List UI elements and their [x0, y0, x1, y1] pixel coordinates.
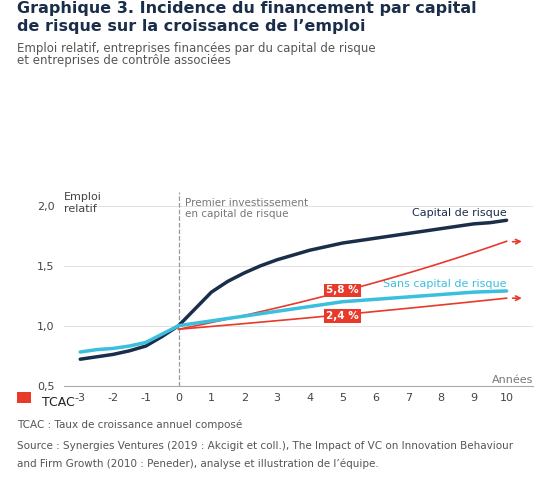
Text: TCAC : Taux de croissance annuel composé: TCAC : Taux de croissance annuel composé	[17, 419, 242, 430]
Text: 2,4 %: 2,4 %	[326, 311, 359, 321]
Text: Graphique 3. Incidence du financement par capital: Graphique 3. Incidence du financement pa…	[17, 1, 476, 16]
Text: 5,8 %: 5,8 %	[326, 285, 359, 295]
Text: Source : Synergies Ventures (2019 : Akcigit et coll.), The Impact of VC on Innov: Source : Synergies Ventures (2019 : Akci…	[17, 441, 513, 451]
Text: de risque sur la croissance de l’emploi: de risque sur la croissance de l’emploi	[17, 19, 365, 34]
Text: Emploi
relatif: Emploi relatif	[64, 192, 102, 214]
Text: TCAC: TCAC	[42, 396, 74, 409]
Text: en capital de risque: en capital de risque	[184, 210, 288, 219]
Text: and Firm Growth (2010 : Peneder), analyse et illustration de l’équipe.: and Firm Growth (2010 : Peneder), analys…	[17, 458, 379, 469]
Text: Sans capital de risque: Sans capital de risque	[383, 280, 507, 289]
Text: Premier investissement: Premier investissement	[184, 198, 307, 208]
Text: Capital de risque: Capital de risque	[412, 209, 507, 218]
Text: Années: Années	[491, 375, 533, 385]
Text: Emploi relatif, entreprises financées par du capital de risque: Emploi relatif, entreprises financées pa…	[17, 42, 375, 55]
Text: et entreprises de contrôle associées: et entreprises de contrôle associées	[17, 54, 230, 68]
